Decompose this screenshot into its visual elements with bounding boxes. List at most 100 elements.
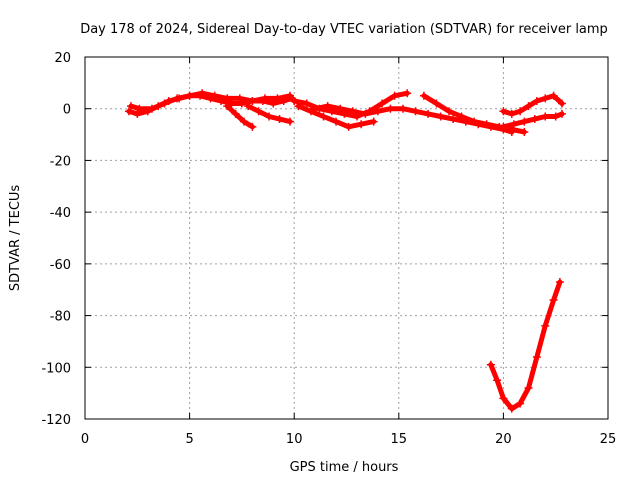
data-point [210, 91, 219, 100]
data-point [235, 94, 244, 103]
x-axis-label: GPS time / hours [290, 460, 399, 475]
series-line [224, 103, 255, 130]
data-point [357, 120, 366, 129]
y-tick-label: -120 [41, 413, 71, 428]
data-point [286, 117, 295, 126]
data-point [390, 91, 399, 100]
x-tick-label: 5 [185, 432, 193, 447]
data-point [516, 107, 525, 116]
data-point [445, 107, 454, 116]
data-point [419, 91, 428, 100]
data-point [302, 99, 311, 108]
data-point [223, 94, 232, 103]
data-point [436, 112, 445, 121]
data-point [520, 117, 529, 126]
data-point [424, 109, 433, 118]
y-tick-label: 20 [54, 51, 71, 66]
data-point [124, 107, 133, 116]
chart-title: Day 178 of 2024, Sidereal Day-to-day VTE… [80, 22, 608, 37]
data-point [336, 104, 345, 113]
data-point [398, 104, 407, 113]
data-point [449, 115, 458, 124]
data-point [499, 122, 508, 131]
data-point [532, 352, 541, 361]
series-line [488, 279, 563, 412]
data-point [457, 112, 466, 121]
data-point [260, 94, 269, 103]
data-point [557, 99, 566, 108]
data-point [239, 117, 248, 126]
data-point [411, 107, 420, 116]
data-point [524, 383, 533, 392]
series-line [291, 90, 410, 119]
data-point [486, 360, 495, 369]
data-point [332, 117, 341, 126]
data-point [147, 104, 156, 113]
series-arc-3 [223, 102, 257, 131]
series-arc-10 [499, 109, 566, 131]
y-tick-label: -60 [50, 258, 71, 273]
data-point [524, 102, 533, 111]
data-point [319, 112, 328, 121]
data-point [244, 102, 253, 111]
data-point [306, 107, 315, 116]
data-point [549, 91, 558, 100]
series-arc-8 [419, 91, 529, 136]
data-point [493, 376, 502, 385]
data-point [265, 112, 274, 121]
data-point [432, 99, 441, 108]
data-point [555, 277, 564, 286]
data-point [311, 104, 320, 113]
data-point [185, 91, 194, 100]
series-arc-5 [294, 102, 378, 131]
data-point [516, 399, 525, 408]
series-arc-4 [244, 102, 295, 126]
data-point [248, 122, 257, 131]
x-tick-label: 20 [495, 432, 512, 447]
y-tick-label: 0 [63, 103, 71, 118]
data-point [254, 107, 263, 116]
data-point [373, 107, 382, 116]
data-point [549, 296, 558, 305]
y-axis-label: SDTVAR / TECUs [8, 185, 23, 292]
y-tick-label: -40 [50, 206, 71, 221]
data-point [133, 109, 142, 118]
data-point [223, 102, 232, 111]
data-point [231, 109, 240, 118]
data-point [470, 117, 479, 126]
x-tick-label: 15 [391, 432, 408, 447]
data-series [124, 89, 566, 413]
data-point [507, 109, 516, 118]
data-point [273, 94, 282, 103]
data-point [530, 115, 539, 124]
plot-frame [84, 56, 609, 420]
data-point [541, 94, 550, 103]
data-point [344, 122, 353, 131]
data-point [275, 115, 284, 124]
y-tick-label: -100 [41, 361, 71, 376]
y-tick-label: -80 [50, 310, 71, 325]
data-point [509, 120, 518, 129]
y-tick-label: -20 [50, 154, 71, 169]
data-point [173, 94, 182, 103]
x-tick-label: 25 [600, 432, 617, 447]
data-point [127, 102, 136, 111]
data-point [499, 107, 508, 116]
data-point [551, 112, 560, 121]
series-arc-11 [486, 277, 564, 413]
data-point [482, 120, 491, 129]
x-tick-label: 10 [286, 432, 303, 447]
data-point [532, 96, 541, 105]
data-point [507, 404, 516, 413]
data-point [541, 112, 550, 121]
data-point [135, 104, 144, 113]
data-point [378, 99, 387, 108]
x-tick-label: 0 [81, 432, 89, 447]
data-point [348, 107, 357, 116]
series-arc-2 [127, 89, 295, 113]
data-point [386, 104, 395, 113]
data-point [557, 109, 566, 118]
data-point [160, 99, 169, 108]
